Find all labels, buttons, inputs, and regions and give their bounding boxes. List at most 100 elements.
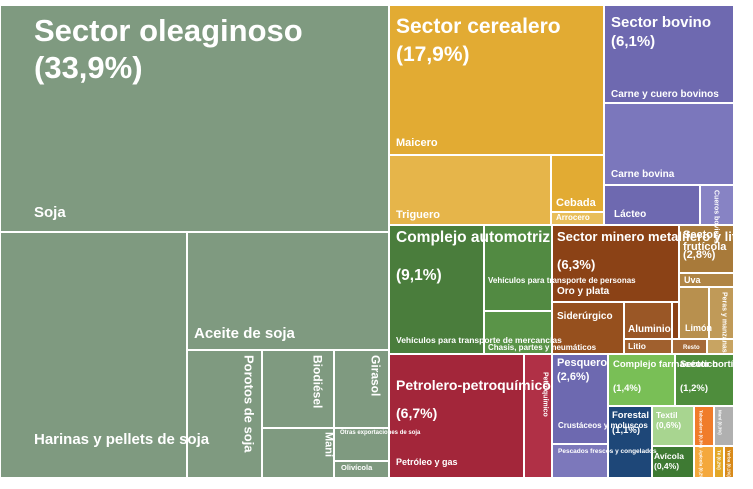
complejo-automotriz-share: (9,1%) xyxy=(396,267,442,284)
resto-label: Resto xyxy=(683,345,700,351)
fruticola-cell xyxy=(679,225,734,273)
girasol-cell xyxy=(334,350,389,428)
vehiculos-pers-label: Vehículos para transporte de personas xyxy=(488,276,636,285)
arrocero-label: Arrocero xyxy=(556,213,590,222)
olivicola-cell xyxy=(334,461,389,478)
te-label: Té (0,2%) xyxy=(716,450,722,470)
mani-oleo-label: Maní xyxy=(322,432,335,458)
sector-oleaginoso-share: (33,9%) xyxy=(34,50,143,85)
uva-cell xyxy=(679,273,734,287)
siderurgico-cell xyxy=(552,302,624,354)
aceite-label: Aceite de soja xyxy=(194,325,295,342)
chasis-label: Chasis, partes y neumáticos xyxy=(488,343,597,352)
lacteo-label: Lácteo xyxy=(614,209,647,220)
avicola-share: (0,4%) xyxy=(654,461,680,471)
pesquero-title: Pesquero xyxy=(557,357,608,369)
harinas-cell xyxy=(0,232,187,478)
sector-minero-share: (6,3%) xyxy=(557,257,596,272)
farmaceutico-title: Complejo farmacéutico xyxy=(613,359,719,370)
uva-label: Uva xyxy=(684,275,701,285)
carne-cuero-cell xyxy=(604,5,734,103)
avicola-cell xyxy=(652,446,694,478)
maicero-label: Maicero xyxy=(396,137,438,149)
lacteo-cell xyxy=(604,185,700,225)
vehiculos-merc-cell xyxy=(389,225,484,354)
otras-soja-label: Otras exportaciones de soja xyxy=(340,430,421,436)
carne-cuero-label: Carne y cuero bovinos xyxy=(611,89,719,100)
textil-share: (0,6%) xyxy=(656,420,682,430)
litio-cell xyxy=(624,339,672,354)
chasis-cell xyxy=(484,311,552,354)
sector-minero-title: Sector minero metalífero y litio xyxy=(557,229,748,244)
maicero-cell xyxy=(389,5,604,155)
cueros-label: Cueros bovinos xyxy=(712,190,720,243)
crustaceos-cell xyxy=(552,354,608,444)
porotos-cell xyxy=(187,350,262,478)
forestal-share: (1,1%) xyxy=(612,425,640,436)
pescados-label: Pescados frescos y congelados xyxy=(558,448,657,455)
horticola-share: (1,2%) xyxy=(680,383,708,394)
petrolero-title: Petrolero-petroquímico xyxy=(396,377,551,393)
petroleo-cell xyxy=(389,354,524,478)
cebada-cell xyxy=(551,155,604,212)
biodiesel-cell xyxy=(262,350,334,428)
limon-cell xyxy=(679,287,709,339)
cueros-cell xyxy=(700,185,734,225)
peras-cell xyxy=(709,287,734,339)
apicola-cell xyxy=(694,446,714,478)
crustaceos-label: Crustáceos y moluscos xyxy=(558,421,648,430)
petroquimico-cell xyxy=(524,354,552,478)
tabacalero-label: Tabacalero (0,3%) xyxy=(698,410,704,448)
peras-label: Peras y manzanas xyxy=(720,292,728,353)
olivicola-label: Olivícola xyxy=(341,463,373,472)
te-cell xyxy=(714,446,724,478)
sector-oleaginoso-title: Sector oleaginoso xyxy=(34,13,303,48)
triguero-cell xyxy=(389,155,551,225)
sector-cerealero-share: (17,9%) xyxy=(396,43,470,66)
farmaceutico-cell xyxy=(608,354,675,406)
tabacalero-cell xyxy=(694,406,714,446)
resto-cell xyxy=(672,339,707,354)
mani-oleo-cell xyxy=(262,428,334,478)
aceite-cell xyxy=(187,232,389,350)
litio-label: Litio xyxy=(628,341,646,351)
sector-bovino-title: Sector bovino xyxy=(611,14,712,31)
aluminio-cell xyxy=(624,302,672,339)
soja-cell xyxy=(0,5,389,232)
yerba-cell xyxy=(724,446,734,478)
oro-plata-label: Oro y plata xyxy=(557,286,610,297)
carne-bovina-cell xyxy=(604,103,734,185)
oro-plata-cell xyxy=(552,225,679,302)
mani-small-label: Maní (0,3%) xyxy=(717,410,723,435)
apicola-label: Apícola (0,2%) xyxy=(698,450,704,481)
triguero-label: Triguero xyxy=(396,209,441,221)
soja-label: Soja xyxy=(34,204,66,221)
limon-label: Limón xyxy=(685,323,712,333)
carne-bovina-label: Carne bovina xyxy=(611,169,675,180)
biodiesel-label: Biodiésel xyxy=(310,355,325,409)
minero-extra-cell xyxy=(672,302,679,339)
yerba-label: Yerba (0,1%) xyxy=(726,450,732,477)
sector-fruticola-title: Sector frutícola xyxy=(683,229,727,253)
vehiculos-pers-cell xyxy=(484,225,552,311)
complejo-automotriz-title: Complejo automotriz xyxy=(396,229,551,246)
horticola-cell xyxy=(675,354,734,406)
sector-bovino-share: (6,1%) xyxy=(611,33,656,50)
vehiculos-merc-label: Vehículos para transporte de mercancías xyxy=(396,335,562,345)
farmaceutico-share: (1,4%) xyxy=(613,383,641,394)
sector-fruticola-share: (2,8%) xyxy=(683,249,716,261)
porotos-label: Porotos de soja xyxy=(241,355,257,453)
girasol-label: Girasol xyxy=(368,355,383,397)
siderurgico-label: Siderúrgico xyxy=(557,311,613,322)
harinas-label: Harinas y pellets de soja xyxy=(34,431,210,448)
forestal-title: Forestal xyxy=(612,410,649,421)
aluminio-label: Aluminio xyxy=(628,324,671,335)
forestal-cell xyxy=(608,406,652,478)
petroquimico-label: Petroquímico xyxy=(541,372,549,417)
pescados-cell xyxy=(552,444,608,478)
horticola-title: Sector hortícola xyxy=(680,359,753,370)
otras-soja-cell xyxy=(334,428,389,461)
textil-cell xyxy=(652,406,694,446)
textil-title: Textil xyxy=(656,410,678,420)
